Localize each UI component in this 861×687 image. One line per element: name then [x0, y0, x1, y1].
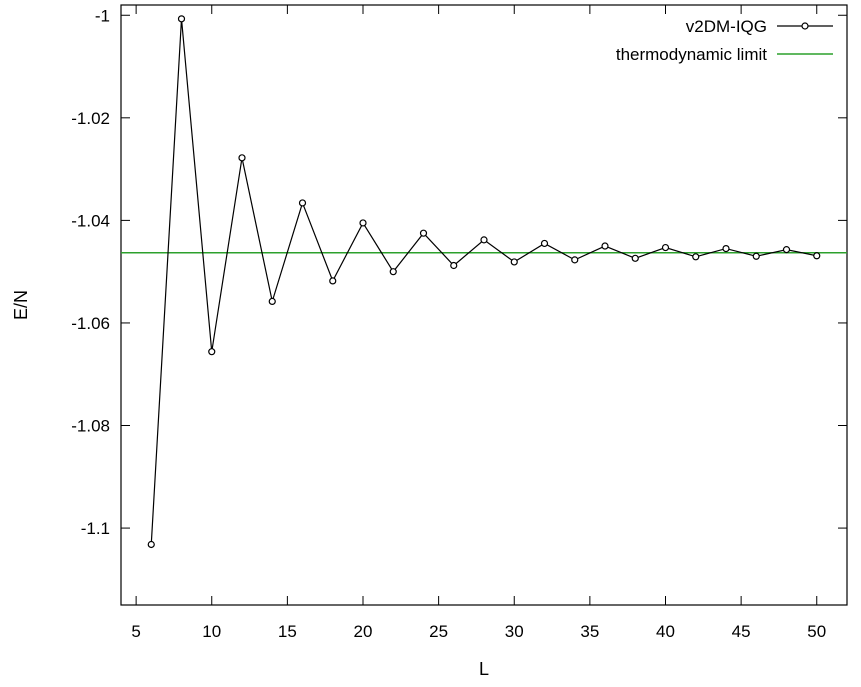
series-layer	[121, 15, 847, 549]
legend-label-thermodynamic-limit: thermodynamic limit	[616, 45, 767, 64]
data-point-L6	[147, 540, 155, 549]
y-tick-label-1-02: -1.02	[71, 109, 110, 128]
data-point-L36	[601, 242, 609, 250]
legend-marker-v2dm-iqg	[801, 22, 809, 30]
x-tick-label-10: 10	[202, 622, 221, 641]
series-line-v2dm-iqg	[150, 18, 817, 545]
x-axis-ticks: 5 10 15 20 25 30 35 40 45 50	[131, 5, 826, 641]
data-point-L42	[692, 253, 700, 261]
legend-label-v2dm-iqg: v2DM-IQG	[686, 17, 767, 36]
x-tick-label-25: 25	[429, 622, 448, 641]
data-point-L26	[450, 261, 458, 270]
data-point-L16	[298, 199, 307, 207]
y-tick-label-1-1: -1.1	[81, 519, 110, 538]
data-point-L38	[631, 254, 639, 262]
y-axis-ticks: -1.1 -1.08 -1.06 -1.04 -1.02 -1	[71, 6, 847, 538]
data-point-L30	[510, 258, 518, 266]
data-point-L10	[208, 348, 216, 356]
y-tick-label-1-08: -1.08	[71, 417, 110, 436]
data-point-L8	[177, 15, 186, 23]
data-point-L40	[661, 243, 670, 252]
data-point-L18	[329, 277, 337, 285]
x-tick-label-5: 5	[131, 622, 140, 641]
x-tick-label-40: 40	[656, 622, 675, 641]
legend: v2DM-IQG thermodynamic limit	[616, 17, 833, 64]
y-tick-label-1-06: -1.06	[71, 314, 110, 333]
data-point-L12	[238, 154, 246, 162]
x-axis-label: L	[479, 659, 489, 679]
x-tick-label-30: 30	[505, 622, 524, 641]
data-point-L14	[268, 297, 276, 306]
data-point-L32	[540, 239, 549, 248]
data-point-L20	[359, 219, 367, 227]
y-axis-label: E/N	[11, 290, 31, 320]
x-tick-label-50: 50	[807, 622, 826, 641]
data-point-L24	[419, 229, 428, 237]
data-point-L46	[752, 252, 760, 260]
data-point-L22	[389, 268, 397, 276]
data-point-L48	[782, 246, 791, 254]
x-tick-label-35: 35	[580, 622, 599, 641]
x-tick-label-45: 45	[732, 622, 751, 641]
y-tick-label-1-04: -1.04	[71, 211, 110, 230]
data-point-L34	[571, 256, 579, 264]
plot-frame	[120, 4, 848, 606]
y-tick-label-1: -1	[95, 6, 110, 25]
x-tick-label-15: 15	[278, 622, 297, 641]
data-point-L44	[722, 244, 730, 253]
x-tick-label-20: 20	[354, 622, 373, 641]
data-point-L28	[480, 236, 488, 244]
data-point-L50	[813, 252, 821, 260]
